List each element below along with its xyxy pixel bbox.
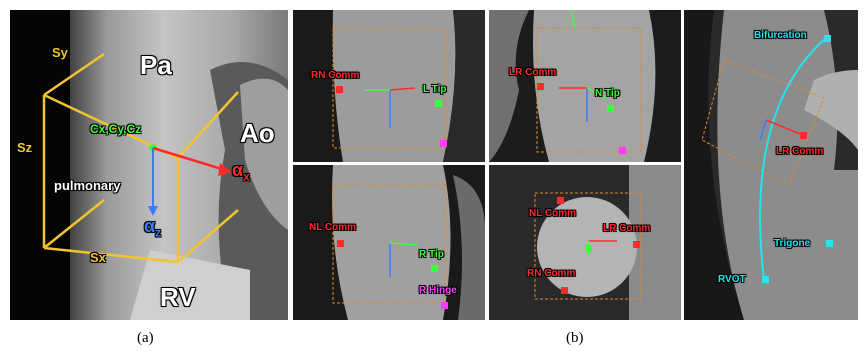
lr-comm-marker-3 [800, 132, 807, 139]
nl-comm-marker-2 [557, 197, 564, 204]
trigone-label: Trigone [774, 238, 811, 249]
ao-label: Ao [240, 118, 275, 148]
nl-comm-label: NL Comm [309, 222, 357, 233]
rvot-label: RVOT [718, 274, 746, 285]
nl-comm-label-2: NL Comm [529, 208, 577, 219]
view5-graphics [684, 10, 858, 320]
hinge-marker-2 [619, 147, 626, 154]
r-hinge-marker [441, 302, 448, 309]
hinge-marker [440, 140, 447, 147]
trigone-marker [826, 240, 833, 247]
rn-comm-marker-2 [561, 287, 568, 294]
bifurcation-marker [824, 35, 831, 42]
caption-a: (a) [137, 330, 154, 346]
center-label: Cx,Cy,Cz [90, 122, 142, 136]
sy-label: Sy [52, 45, 68, 60]
panel-b-view1: RN Comm L Tip [293, 10, 485, 162]
lr-comm-marker-2 [633, 241, 640, 248]
rn-comm-marker [336, 86, 343, 93]
caption-b: (b) [566, 330, 584, 346]
sx-label: Sx [90, 250, 106, 265]
alpha-z-symbol: α [144, 216, 156, 236]
panel-a-graphics [10, 10, 288, 320]
lr-comm-label-3: LR Comm [776, 146, 824, 157]
n-tip-label: N Tip [595, 88, 620, 99]
view2-graphics [489, 10, 681, 162]
r-tip-marker [431, 265, 438, 272]
alpha-x-symbol: α [232, 160, 244, 180]
alpha-z-sub: z [155, 225, 162, 240]
rvot-marker [762, 276, 769, 283]
rv-label: RV [160, 282, 196, 312]
pulmonary-label: pulmonary [54, 178, 121, 193]
pa-label: Pa [140, 50, 172, 80]
r-hinge-label: R Hinge [419, 285, 457, 296]
nl-comm-marker [337, 240, 344, 247]
l-tip-marker [435, 100, 442, 107]
r-tip-label: R Tip [419, 249, 444, 260]
lr-comm-label-2: LR Comm [603, 223, 651, 234]
lr-comm-marker [537, 83, 544, 90]
lr-comm-label: LR Comm [509, 67, 557, 78]
alpha-x-sub: x [243, 169, 250, 184]
rn-comm-label: RN Comm [311, 70, 360, 81]
panel-a-image: Pa Ao RV pulmonary Sy Sz Sx Cx,Cy,Cz αx … [10, 10, 288, 320]
center-marker [585, 245, 592, 252]
rn-comm-label-2: RN Comm [527, 268, 576, 279]
n-tip-marker [607, 105, 614, 112]
l-tip-label: L Tip [423, 84, 447, 95]
panel-b-view2: LR Comm N Tip [489, 10, 681, 162]
panel-b-view3: NL Comm R Tip R Hinge [293, 165, 485, 320]
panel-b-view5: Bifurcation LR Comm Trigone RVOT [684, 10, 858, 320]
bifurcation-label: Bifurcation [754, 30, 807, 41]
sz-label: Sz [17, 140, 33, 155]
alpha-x-label: αx [232, 160, 250, 184]
view3-graphics [293, 165, 485, 320]
alpha-z-label: αz [144, 216, 161, 240]
view4-graphics [489, 165, 681, 320]
view1-graphics [293, 10, 485, 162]
panel-b-view4: NL Comm LR Comm RN Comm [489, 165, 681, 320]
